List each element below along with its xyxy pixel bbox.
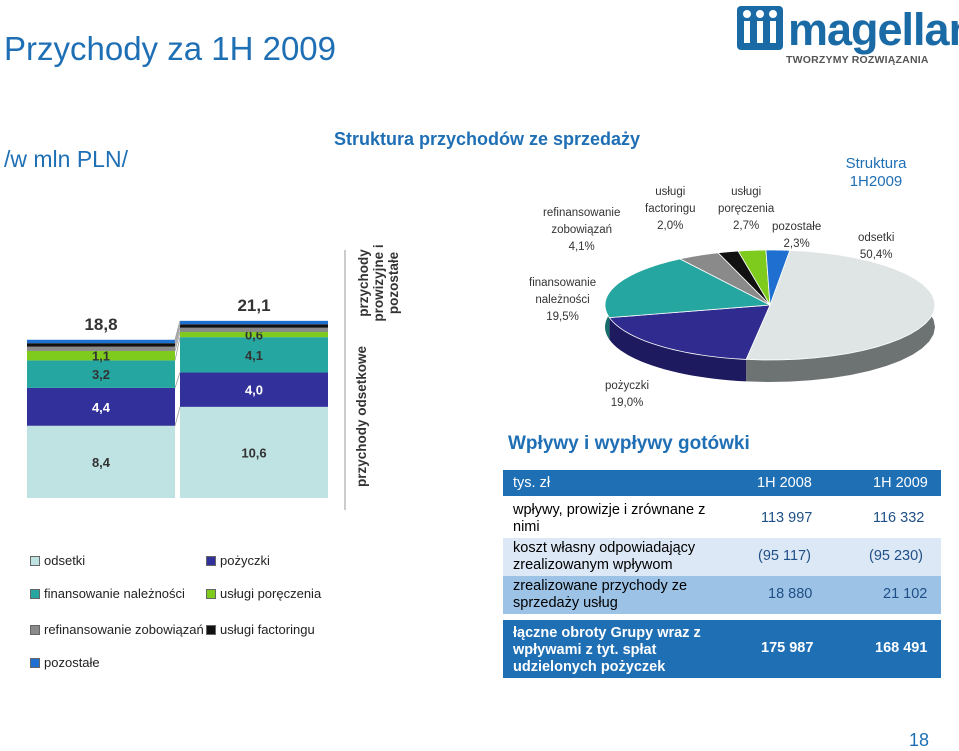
page-title: Przychody za 1H 2009 — [4, 30, 337, 67]
header-1h2008: 1H 2008 — [757, 475, 812, 491]
bar-segment — [180, 372, 328, 407]
bar-segment — [180, 332, 328, 338]
legend-swatch — [30, 625, 40, 635]
header-1h2009: 1H 2009 — [873, 475, 928, 491]
legend-swatch — [206, 589, 216, 599]
pie-label-refinansowanie: refinansowanie zobowiązań 4,1% — [543, 207, 621, 253]
connector-line — [174, 406, 181, 426]
row-label: koszt własny odpowiadający zrealizowanym… — [513, 540, 696, 573]
bar-segment — [27, 387, 175, 426]
legend-label: pozostałe — [44, 655, 100, 670]
logo-wordmark: magellan — [788, 4, 959, 55]
row-label: łączne obroty Grupy wraz z wpływami z ty… — [513, 625, 701, 675]
bar-segment — [27, 339, 175, 344]
table-header-row: tys. zł 1H 2008 1H 2009 — [503, 470, 941, 496]
bar-segment — [180, 324, 328, 328]
bar-segment — [180, 406, 328, 498]
value-1h2009: 116 332 — [873, 510, 925, 526]
bar-value-label: 8,4 — [92, 455, 111, 470]
connector-line — [174, 324, 181, 344]
bar-segment — [27, 343, 175, 347]
stacked-bar-chart: 8,44,43,21,118,81H 200810,64,04,10,621,1… — [27, 250, 346, 510]
bar-segment — [180, 337, 328, 373]
legend-swatch — [30, 658, 40, 668]
connector-line — [174, 327, 181, 347]
group-label-prowizyjne: przychody prowizyjne i pozostałe — [356, 244, 401, 322]
legend-swatch — [30, 589, 40, 599]
bar-segment — [27, 360, 175, 388]
table-row-total: łączne obroty Grupy wraz z wpływami z ty… — [503, 620, 941, 678]
pie-label-odsetki: odsetki 50,4% — [858, 232, 895, 261]
legend-swatch — [206, 556, 216, 566]
bar-chart-title: Struktura przychodów ze sprzedaży — [334, 129, 641, 149]
value-1h2008: 113 997 — [761, 510, 813, 526]
pie-label-factoring: usługi factoringu 2,0% — [645, 186, 696, 232]
pie-slice — [678, 252, 771, 306]
bar-value-label: 1,1 — [92, 349, 110, 364]
connector-line — [174, 320, 181, 340]
legend-label: usługi poręczenia — [220, 586, 322, 601]
value-1h2008: (95 117) — [758, 548, 811, 564]
bar-segment — [180, 327, 328, 333]
table-row: wpływy, prowizje i zrównane z nimi 113 9… — [503, 500, 941, 538]
legend-label: odsetki — [44, 553, 86, 568]
bar-value-label: 4,4 — [92, 400, 111, 415]
pie-slice — [745, 249, 936, 361]
value-1h2009: 21 102 — [883, 586, 928, 602]
bar-value-label: 10,6 — [241, 445, 266, 460]
page-number: 18 — [909, 730, 930, 750]
value-1h2009: 168 491 — [875, 640, 928, 656]
pie-chart — [604, 249, 936, 382]
magellan-logo-icon — [737, 6, 783, 50]
header-unit: tys. zł — [513, 475, 551, 491]
bar-segment — [27, 346, 175, 351]
pie-slice — [608, 304, 771, 360]
legend-label: refinansowanie zobowiązań — [44, 622, 204, 637]
pie-label-pozostale: pozostałe 2,3% — [772, 221, 822, 250]
legend-label: finansowanie należności — [44, 586, 185, 601]
value-1h2008: 175 987 — [761, 640, 814, 656]
connector-line — [174, 331, 181, 352]
connector-line — [174, 337, 181, 361]
table-row: zrealizowane przychody ze sprzedaży usłu… — [503, 576, 941, 614]
pie-slice — [717, 250, 771, 306]
pie-slice-side — [609, 317, 747, 382]
bar-value-label: 4,0 — [245, 383, 263, 398]
bar-segment — [180, 320, 328, 325]
bar-value-label: 4,1 — [245, 348, 263, 363]
bar-segment — [27, 350, 175, 361]
unit-label: /w mln PLN/ — [4, 146, 128, 172]
pie-label-finansowanie: finansowanie należności 19,5% — [529, 277, 597, 323]
value-1h2008: 18 880 — [768, 586, 813, 602]
bar-segment — [27, 425, 175, 498]
group-label-odsetkowe: przychody odsetkowe — [354, 345, 369, 487]
pie-slice — [737, 249, 771, 306]
pie-chart-title: Struktura 1H2009 — [845, 155, 907, 190]
row-label: wpływy, prowizje i zrównane z nimi — [513, 502, 706, 535]
legend-label: pożyczki — [220, 553, 270, 568]
legend-label: usługi factoringu — [220, 622, 315, 637]
bar-value-label: 3,2 — [92, 367, 110, 382]
pie-label-pozyczki: pożyczki 19,0% — [605, 380, 650, 409]
cash-flow-title: Wpływy i wypływy gotówki — [508, 433, 750, 454]
pie-slice — [604, 258, 772, 319]
connector-line — [174, 372, 181, 389]
table-row: koszt własny odpowiadający zrealizowanym… — [503, 538, 941, 576]
legend-swatch — [206, 625, 216, 635]
bar-total-label: 18,8 — [84, 315, 117, 334]
legend-swatch — [30, 556, 40, 566]
pie-label-poreczenia: usługi poręczenia 2,7% — [718, 186, 775, 232]
logo-tagline: TWORZYMY ROZWIĄZANIA — [786, 54, 929, 66]
row-label: zrealizowane przychody ze sprzedaży usłu… — [513, 578, 688, 611]
bar-total-label: 21,1 — [237, 296, 270, 315]
pie-slice — [765, 249, 791, 306]
value-1h2009: (95 230) — [869, 548, 924, 564]
